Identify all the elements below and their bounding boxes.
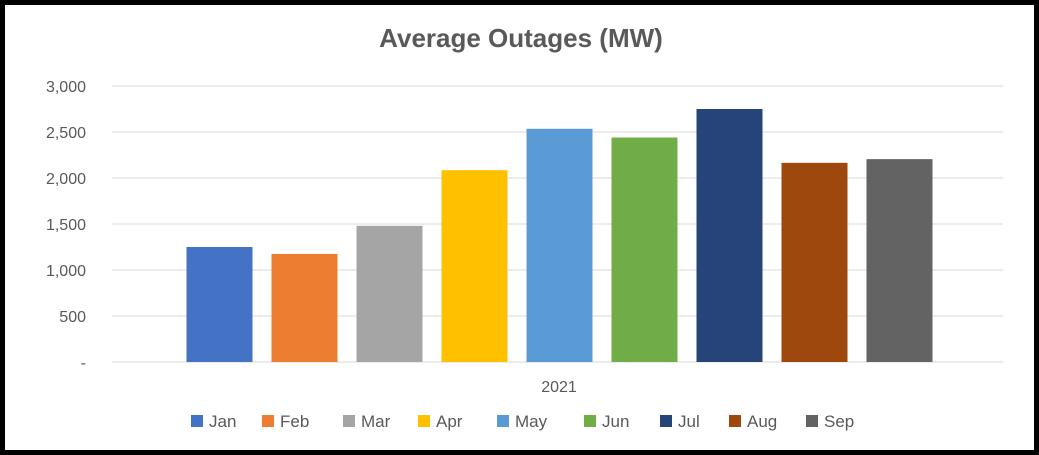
legend-label: Jan [209, 412, 236, 431]
legend-swatch [660, 415, 672, 427]
x-tick-label: 2021 [541, 379, 577, 396]
legend-item-feb: Feb [262, 412, 309, 431]
bars [186, 109, 933, 362]
legend-swatch [191, 415, 203, 427]
y-tick-label: 1,500 [46, 217, 86, 234]
legend-swatch [584, 415, 596, 427]
bar-jun [611, 137, 678, 362]
legend-item-jun: Jun [584, 412, 629, 431]
chart-title: Average Outages (MW) [379, 23, 663, 53]
bar-aug [781, 162, 848, 362]
legend-item-jul: Jul [660, 412, 700, 431]
legend-label: Mar [361, 412, 391, 431]
y-tick-label: 2,500 [46, 125, 86, 142]
legend-label: Aug [747, 412, 777, 431]
bar-apr [441, 170, 508, 362]
y-tick-label: 1,000 [46, 263, 86, 280]
legend-swatch [343, 415, 355, 427]
legend-label: Sep [824, 412, 854, 431]
bar-may [526, 128, 593, 362]
legend-item-apr: Apr [418, 412, 463, 431]
bar-jul [696, 109, 763, 362]
y-axis-tick-labels: - 500 1,000 1,500 2,000 2,500 3,000 [46, 79, 86, 372]
legend-swatch [418, 415, 430, 427]
legend-swatch [497, 415, 509, 427]
bar-jan [186, 247, 253, 362]
legend-label: Feb [280, 412, 309, 431]
bar-mar [356, 225, 423, 362]
legend-swatch [729, 415, 741, 427]
legend-item-jan: Jan [191, 412, 236, 431]
legend: Jan Feb Mar Apr May Jun Jul Aug Sep [191, 412, 854, 431]
legend-swatch [806, 415, 818, 427]
legend-item-mar: Mar [343, 412, 391, 431]
legend-label: Jun [602, 412, 629, 431]
legend-swatch [262, 415, 274, 427]
legend-item-may: May [497, 412, 548, 431]
bar-feb [271, 253, 338, 362]
legend-item-sep: Sep [806, 412, 854, 431]
legend-item-aug: Aug [729, 412, 777, 431]
legend-label: Jul [678, 412, 700, 431]
y-tick-label: 3,000 [46, 79, 86, 96]
x-axis-tick-labels: 2021 [541, 379, 577, 396]
y-tick-label: - [81, 355, 86, 372]
legend-label: Apr [436, 412, 463, 431]
bar-sep [866, 159, 933, 362]
y-tick-label: 500 [59, 309, 86, 326]
legend-label: May [515, 412, 548, 431]
y-tick-label: 2,000 [46, 171, 86, 188]
